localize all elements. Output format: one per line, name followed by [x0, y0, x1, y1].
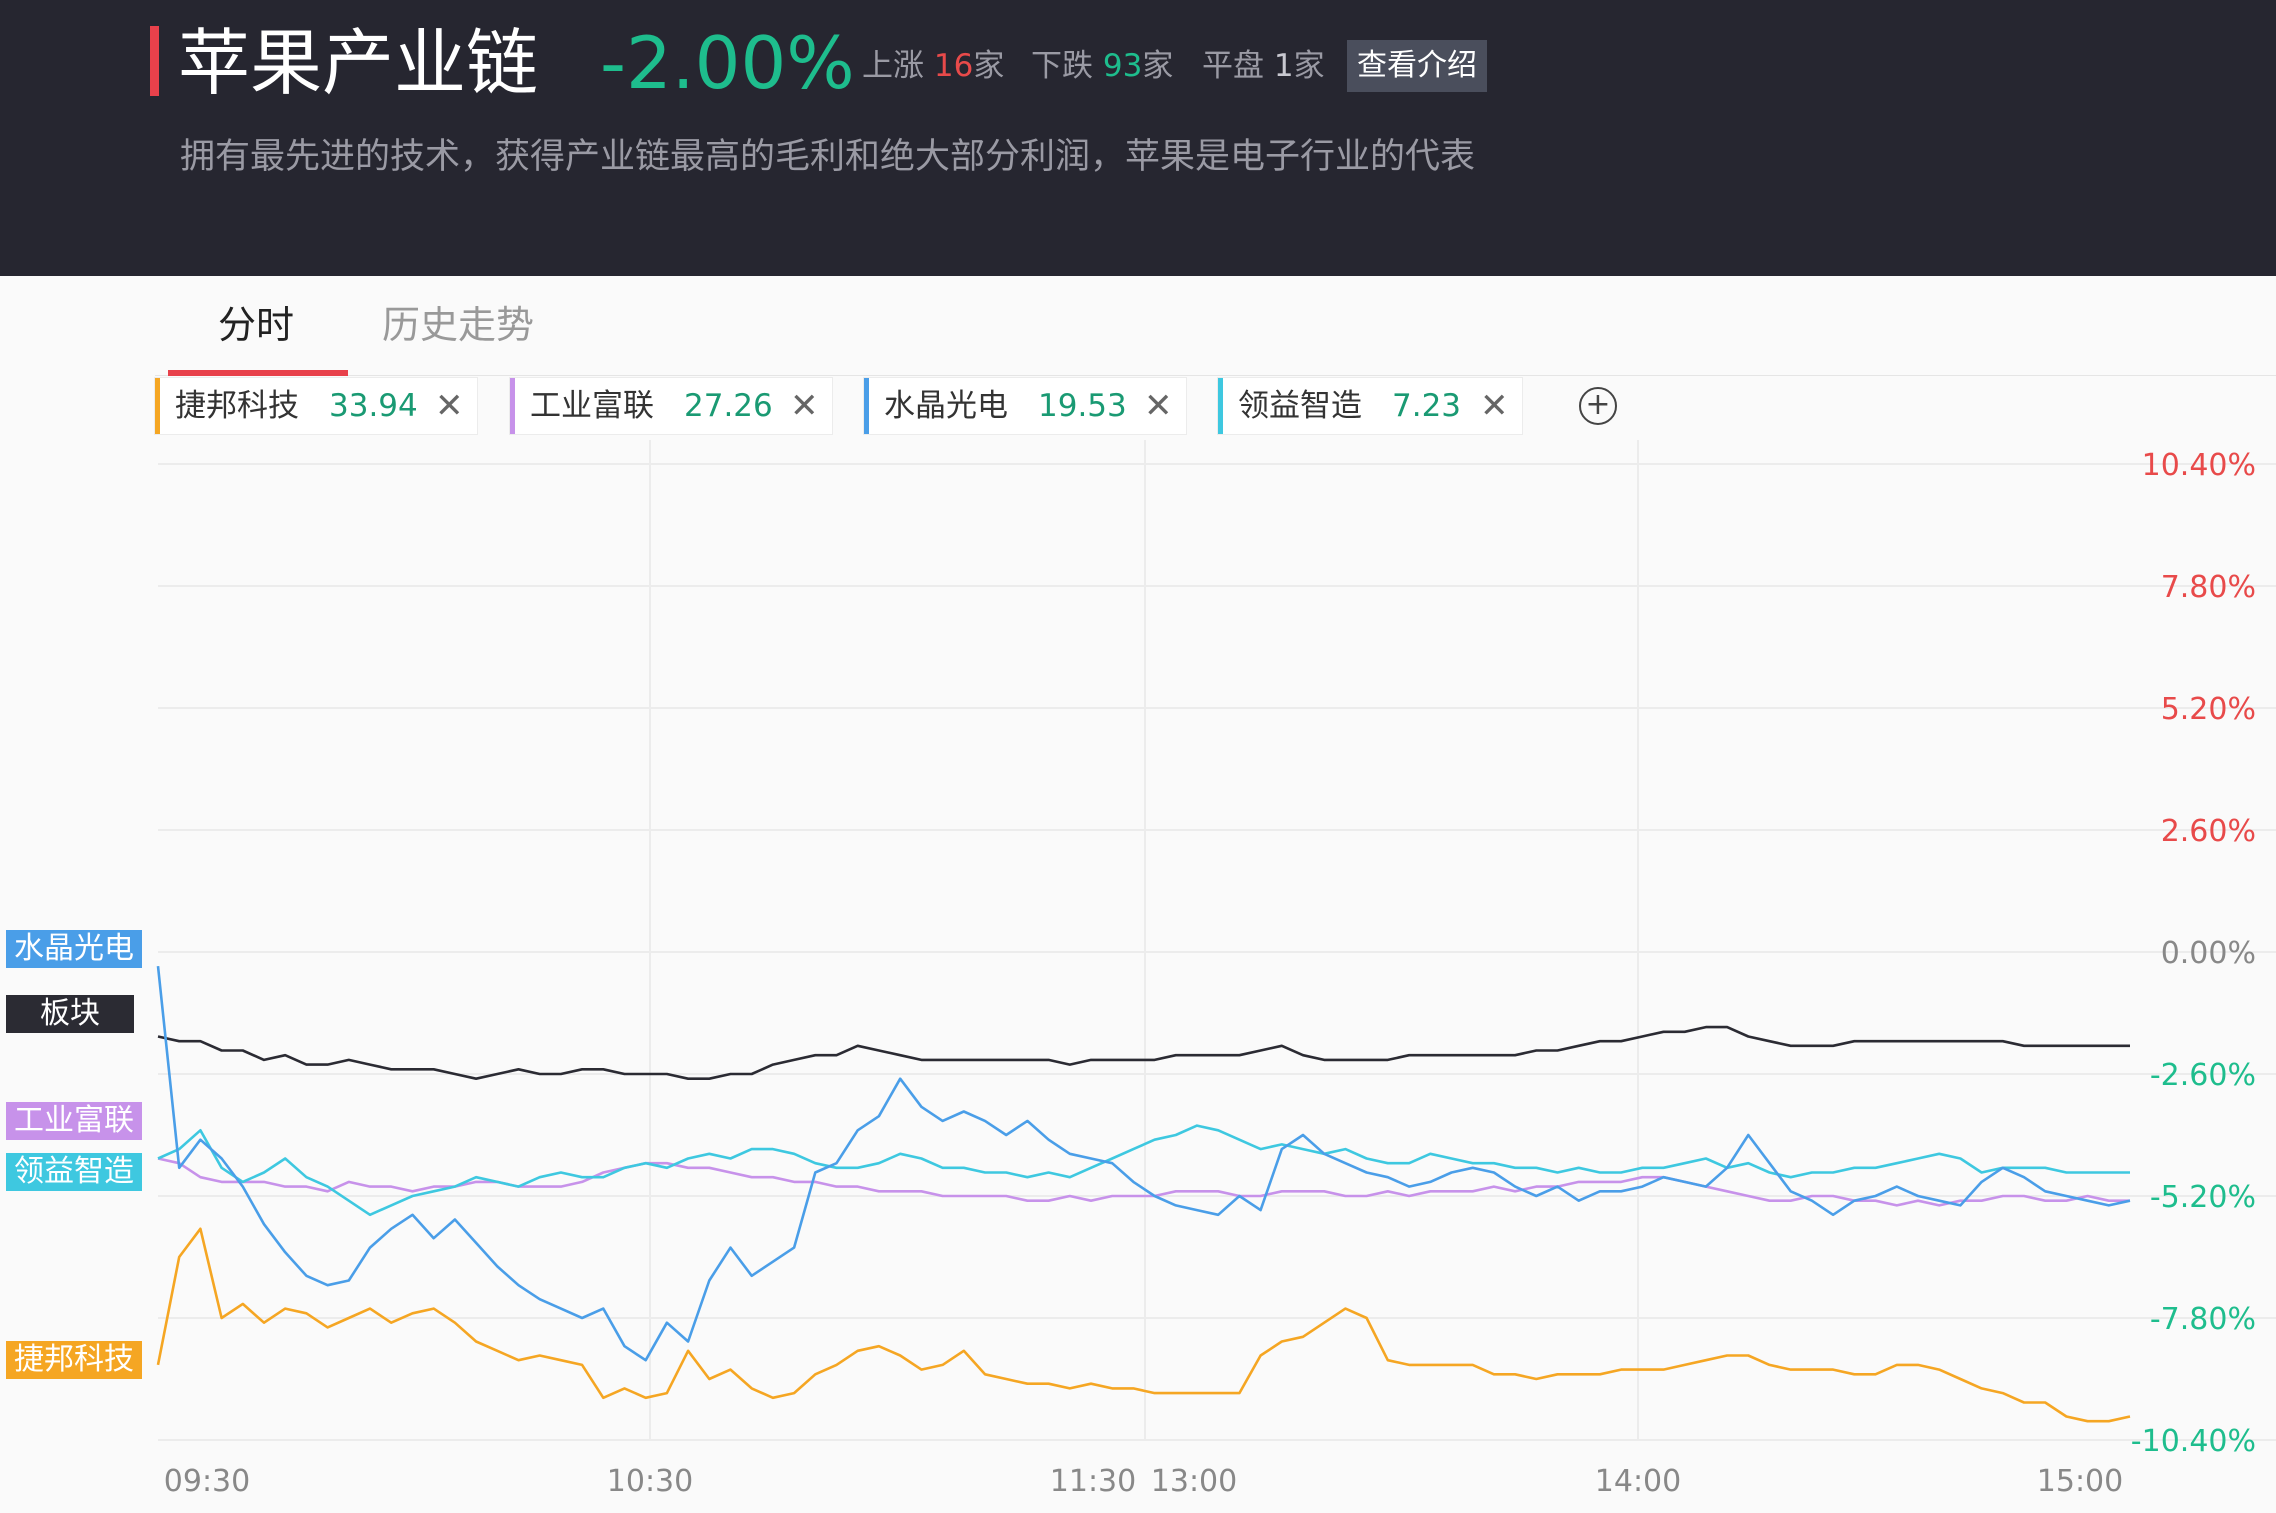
- chip-name: 捷邦科技: [175, 388, 299, 424]
- series-line-板块: [157, 1025, 2130, 1081]
- stock-chip-foxconn[interactable]: 工业富联 27.26 ✕: [510, 378, 832, 434]
- chip-color-bar: [510, 378, 515, 434]
- label-sector: 板块: [6, 995, 134, 1033]
- series-line-工业富联: [157, 1157, 2130, 1207]
- close-icon[interactable]: ✕: [1144, 386, 1173, 426]
- sector-change-pct: -2.00%: [600, 21, 855, 105]
- close-icon[interactable]: ✕: [1480, 386, 1509, 426]
- label-lingyi: 领益智造: [6, 1153, 142, 1191]
- sector-description: 拥有最先进的技术，获得产业链最高的毛利和绝大部分利润，苹果是电子行业的代表: [180, 137, 1476, 177]
- chip-price: 7.23: [1392, 388, 1462, 424]
- down-label: 下跌: [1031, 48, 1093, 84]
- flat-stat: 平盘 1家: [1202, 44, 1325, 88]
- x-tick-label: 11:30: [1050, 1464, 1136, 1499]
- chip-name: 水晶光电: [884, 388, 1008, 424]
- chip-name: 领益智造: [1238, 388, 1362, 424]
- tab-intraday[interactable]: 分时: [218, 303, 295, 347]
- active-tab-underline: [168, 370, 348, 376]
- flat-unit: 家: [1293, 48, 1325, 84]
- x-tick-label: 10:30: [607, 1464, 693, 1499]
- chip-price: 33.94: [329, 388, 418, 424]
- flat-label: 平盘: [1202, 48, 1264, 84]
- down-count: 93: [1102, 48, 1143, 84]
- up-count: 16: [933, 48, 974, 84]
- y-tick-label: 7.80%: [2161, 570, 2256, 605]
- up-label: 上涨: [862, 48, 924, 84]
- sector-header: 苹果产业链 -2.00% 上涨 16家 下跌 93家 平盘 1家 查看介绍 拥有…: [0, 0, 2276, 276]
- up-unit: 家: [973, 48, 1005, 84]
- y-tick-label: 10.40%: [2142, 448, 2256, 483]
- intraday-chart: 10.40% 7.80% 5.20% 2.60% 0.00% -2.60% -5.20% -7…: [156, 440, 2276, 1499]
- tabs-divider: [155, 375, 2276, 376]
- chip-color-bar: [1218, 378, 1223, 434]
- chart-panel: 10.40% 7.80% 5.20% 2.60% 0.00% -2.60% -5.20% -7…: [0, 276, 2276, 1513]
- series-line-水晶光电: [156, 965, 2131, 1362]
- view-intro-button[interactable]: 查看介绍: [1347, 40, 1487, 92]
- plus-circle-icon[interactable]: +: [1579, 387, 1617, 425]
- chip-name: 工业富联: [530, 388, 654, 424]
- y-tick-label: 2.60%: [2161, 814, 2256, 849]
- chip-price: 19.53: [1038, 388, 1127, 424]
- up-stat: 上涨 16家: [862, 44, 1004, 88]
- label-crystal: 水晶光电: [6, 930, 142, 968]
- chip-color-bar: [155, 378, 160, 434]
- y-tick-label: -5.20%: [2150, 1180, 2256, 1215]
- y-tick-label: -2.60%: [2150, 1058, 2256, 1093]
- y-tick-label: 0.00%: [2161, 936, 2256, 971]
- label-jiebang: 捷邦科技: [6, 1341, 142, 1379]
- stock-chip-crystal[interactable]: 水晶光电 19.53 ✕: [864, 378, 1186, 434]
- chip-color-bar: [864, 378, 869, 434]
- series-line-领益智造: [157, 1124, 2130, 1217]
- stock-chip-jiebang[interactable]: 捷邦科技 33.94 ✕: [155, 378, 477, 434]
- y-tick-label: 5.20%: [2161, 692, 2256, 727]
- title-accent-bar: [150, 26, 159, 96]
- y-tick-label: -10.40%: [2131, 1424, 2256, 1459]
- x-tick-label: 15:00: [2037, 1464, 2123, 1499]
- x-tick-label: 14:00: [1595, 1464, 1681, 1499]
- down-unit: 家: [1142, 48, 1174, 84]
- stock-chip-lingyi[interactable]: 领益智造 7.23 ✕: [1218, 378, 1522, 434]
- chip-price: 27.26: [684, 388, 773, 424]
- close-icon[interactable]: ✕: [435, 386, 464, 426]
- close-icon[interactable]: ✕: [790, 386, 819, 426]
- y-tick-label: -7.80%: [2150, 1302, 2256, 1337]
- tab-history[interactable]: 历史走势: [382, 303, 535, 347]
- series-line-捷邦科技: [156, 1227, 2131, 1423]
- down-stat: 下跌 93家: [1031, 44, 1173, 88]
- x-tick-label: 09:30: [164, 1464, 250, 1499]
- sector-title: 苹果产业链: [178, 21, 539, 105]
- label-foxconn: 工业富联: [6, 1102, 142, 1140]
- flat-count: 1: [1273, 48, 1294, 84]
- x-tick-label: 13:00: [1151, 1464, 1237, 1499]
